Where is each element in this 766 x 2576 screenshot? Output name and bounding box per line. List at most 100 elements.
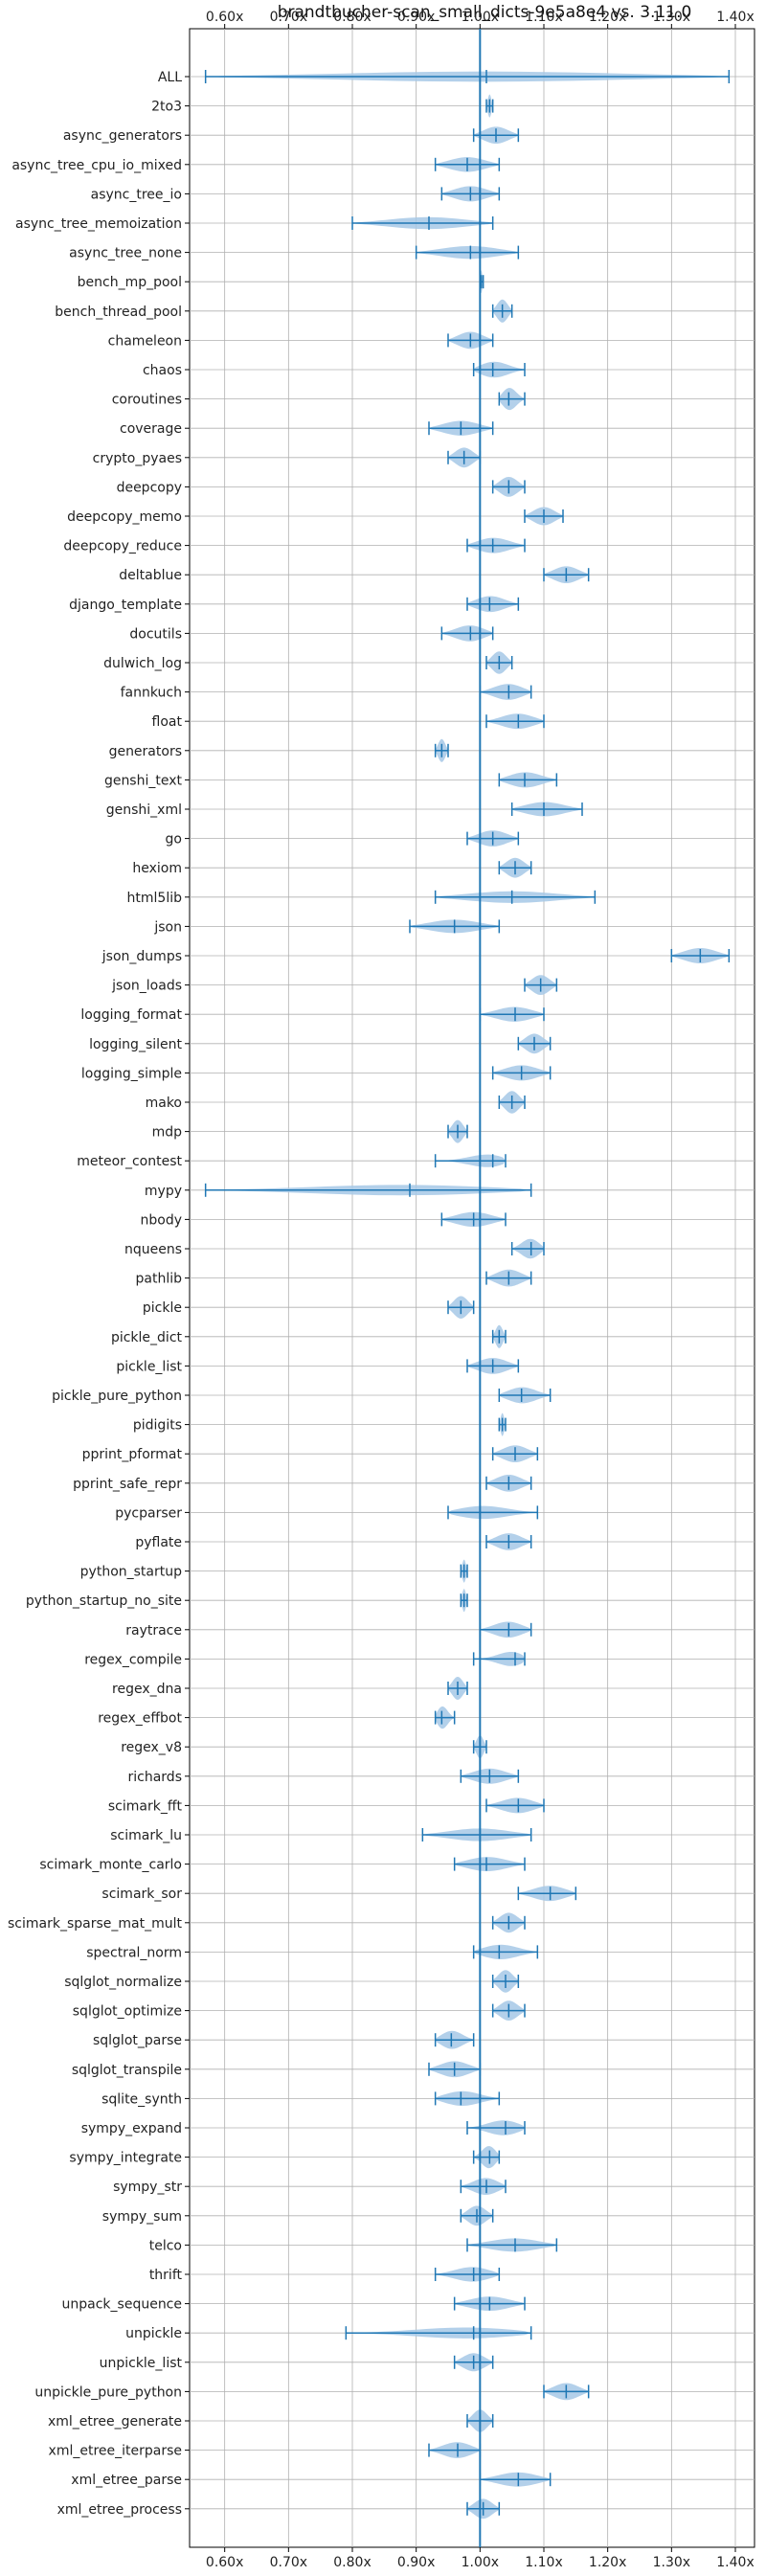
benchmark-label: pickle_dict xyxy=(111,1330,183,1345)
x-tick-label-top: 1.40x xyxy=(716,10,754,25)
benchmark-label: scimark_sor xyxy=(101,1887,182,1902)
benchmark-label: crypto_pyaes xyxy=(93,451,182,466)
benchmark-label: async_tree_io xyxy=(91,187,182,202)
benchmark-label: regex_dna xyxy=(112,1682,182,1697)
benchmark-label: thrift xyxy=(149,2268,183,2283)
benchmark-label: scimark_sparse_mat_mult xyxy=(8,1916,182,1932)
benchmark-label: async_tree_memoization xyxy=(15,216,182,232)
benchmark-label: deepcopy_reduce xyxy=(63,539,182,554)
benchmark-label: async_tree_cpu_io_mixed xyxy=(11,158,182,173)
benchmark-label: chameleon xyxy=(108,333,182,349)
benchmark-label: unpack_sequence xyxy=(62,2297,182,2313)
benchmark-label: hexiom xyxy=(132,861,182,876)
benchmark-label: deepcopy xyxy=(117,480,182,495)
benchmark-label: xml_etree_iterparse xyxy=(49,2444,182,2459)
benchmark-label: raytrace xyxy=(125,1623,182,1638)
benchmark-label: sympy_sum xyxy=(102,2209,182,2225)
benchmark-label: pycparser xyxy=(115,1505,182,1521)
benchmark-label: regex_effbot xyxy=(98,1711,182,1727)
benchmark-label: unpickle xyxy=(125,2326,182,2341)
benchmark-label: mypy xyxy=(145,1184,182,1199)
benchmark-label: pyflate xyxy=(135,1535,182,1550)
x-tick-label-bottom: 0.90x xyxy=(397,2555,435,2570)
benchmark-label: pathlib xyxy=(136,1272,183,1287)
benchmark-label: sqlglot_transpile xyxy=(72,2063,182,2078)
benchmark-label: python_startup_no_site xyxy=(26,1593,182,1609)
benchmark-label: sympy_integrate xyxy=(69,2151,182,2166)
benchmark-label: nbody xyxy=(141,1212,183,1228)
benchmark-label: logging_simple xyxy=(81,1066,182,1081)
benchmark-label: generators xyxy=(109,744,182,759)
benchmark-label: sympy_str xyxy=(113,2180,182,2195)
x-tick-label-top: 0.60x xyxy=(206,10,243,25)
benchmark-label: pickle_pure_python xyxy=(52,1389,182,1404)
x-tick-label-top: 0.90x xyxy=(397,10,435,25)
benchmark-label: unpickle_list xyxy=(100,2356,183,2371)
x-tick-label-top: 0.80x xyxy=(333,10,371,25)
benchmark-label: nqueens xyxy=(124,1242,182,1257)
benchmark-label: pprint_pformat xyxy=(82,1447,183,1462)
benchmark-label: go xyxy=(166,832,182,847)
benchmark-label: unpickle_pure_python xyxy=(34,2384,182,2400)
benchmark-label: coverage xyxy=(120,421,182,437)
benchmark-label: logging_format xyxy=(80,1007,182,1023)
benchmark-label: sqlglot_normalize xyxy=(64,1975,182,1990)
benchmark-label: ALL xyxy=(158,70,182,85)
benchmark-label: coroutines xyxy=(112,393,182,408)
x-tick-label-bottom: 1.10x xyxy=(525,2555,562,2570)
benchmark-label: fannkuch xyxy=(121,686,182,701)
benchmark-label: genshi_text xyxy=(104,773,183,788)
benchmark-label: html5lib xyxy=(127,891,183,906)
benchmark-label: async_tree_none xyxy=(69,246,182,261)
benchmark-label: json xyxy=(153,919,182,935)
benchmark-label: django_template xyxy=(69,598,182,613)
benchmark-label: pprint_safe_repr xyxy=(73,1477,182,1492)
benchmark-label: chaos xyxy=(143,363,182,378)
x-tick-label-top: 1.20x xyxy=(589,10,626,25)
benchmark-label: deepcopy_memo xyxy=(67,509,182,525)
benchmark-label: xml_etree_generate xyxy=(48,2414,182,2429)
benchmark-label: float xyxy=(152,714,183,730)
x-tick-label-bottom: 1.20x xyxy=(589,2555,626,2570)
benchmark-label: bench_thread_pool xyxy=(55,305,182,320)
benchmark-label: async_generators xyxy=(63,128,182,144)
x-tick-label-top: 1.30x xyxy=(653,10,690,25)
benchmark-label: xml_etree_process xyxy=(57,2502,182,2518)
benchmark-label: sqlglot_optimize xyxy=(73,2004,182,2020)
benchmark-label: json_dumps xyxy=(101,949,182,964)
plot-frame xyxy=(189,28,755,2548)
benchmark-label: docutils xyxy=(129,626,182,642)
benchmark-label: 2to3 xyxy=(151,100,182,115)
chart-title: brandtbucher-scan_small_dicts-9e5a8e4 vs… xyxy=(278,3,692,22)
x-tick-label-bottom: 1.40x xyxy=(716,2555,754,2570)
benchmark-label: spectral_norm xyxy=(86,1945,182,1960)
benchmark-label: sqlite_synth xyxy=(101,2091,182,2107)
x-tick-label-bottom: 1.30x xyxy=(653,2555,690,2570)
benchmark-label: mako xyxy=(146,1096,182,1111)
benchmark-label: genshi_xml xyxy=(106,802,182,818)
x-tick-label-top: 0.70x xyxy=(270,10,307,25)
benchmark-label: sqlglot_parse xyxy=(93,2033,182,2048)
benchmark-label: json_loads xyxy=(111,979,182,994)
benchmark-label: pickle_list xyxy=(116,1359,182,1374)
benchmark-label: richards xyxy=(128,1770,183,1785)
x-tick-label-bottom: 1.00x xyxy=(462,2555,499,2570)
benchmark-label: bench_mp_pool xyxy=(78,275,182,290)
benchmark-label: xml_etree_parse xyxy=(71,2473,182,2488)
benchmark-label: scimark_lu xyxy=(110,1828,182,1843)
benchmark-label: pidigits xyxy=(133,1418,182,1434)
x-tick-label-bottom: 0.70x xyxy=(270,2555,307,2570)
x-tick-label-top: 1.00x xyxy=(462,10,499,25)
benchmark-label: scimark_fft xyxy=(108,1798,183,1814)
benchmark-label: sympy_expand xyxy=(81,2121,182,2136)
benchmark-label: scimark_monte_carlo xyxy=(39,1858,182,1873)
x-tick-label-top: 1.10x xyxy=(525,10,562,25)
benchmark-label: telco xyxy=(149,2238,182,2253)
benchmark-label: python_startup xyxy=(80,1565,182,1580)
benchmark-label: deltablue xyxy=(119,568,182,583)
benchmark-label: regex_compile xyxy=(84,1652,182,1667)
benchmark-label: dulwich_log xyxy=(103,656,182,671)
x-tick-label-bottom: 0.80x xyxy=(333,2555,371,2570)
benchmark-label: meteor_contest xyxy=(77,1154,182,1169)
